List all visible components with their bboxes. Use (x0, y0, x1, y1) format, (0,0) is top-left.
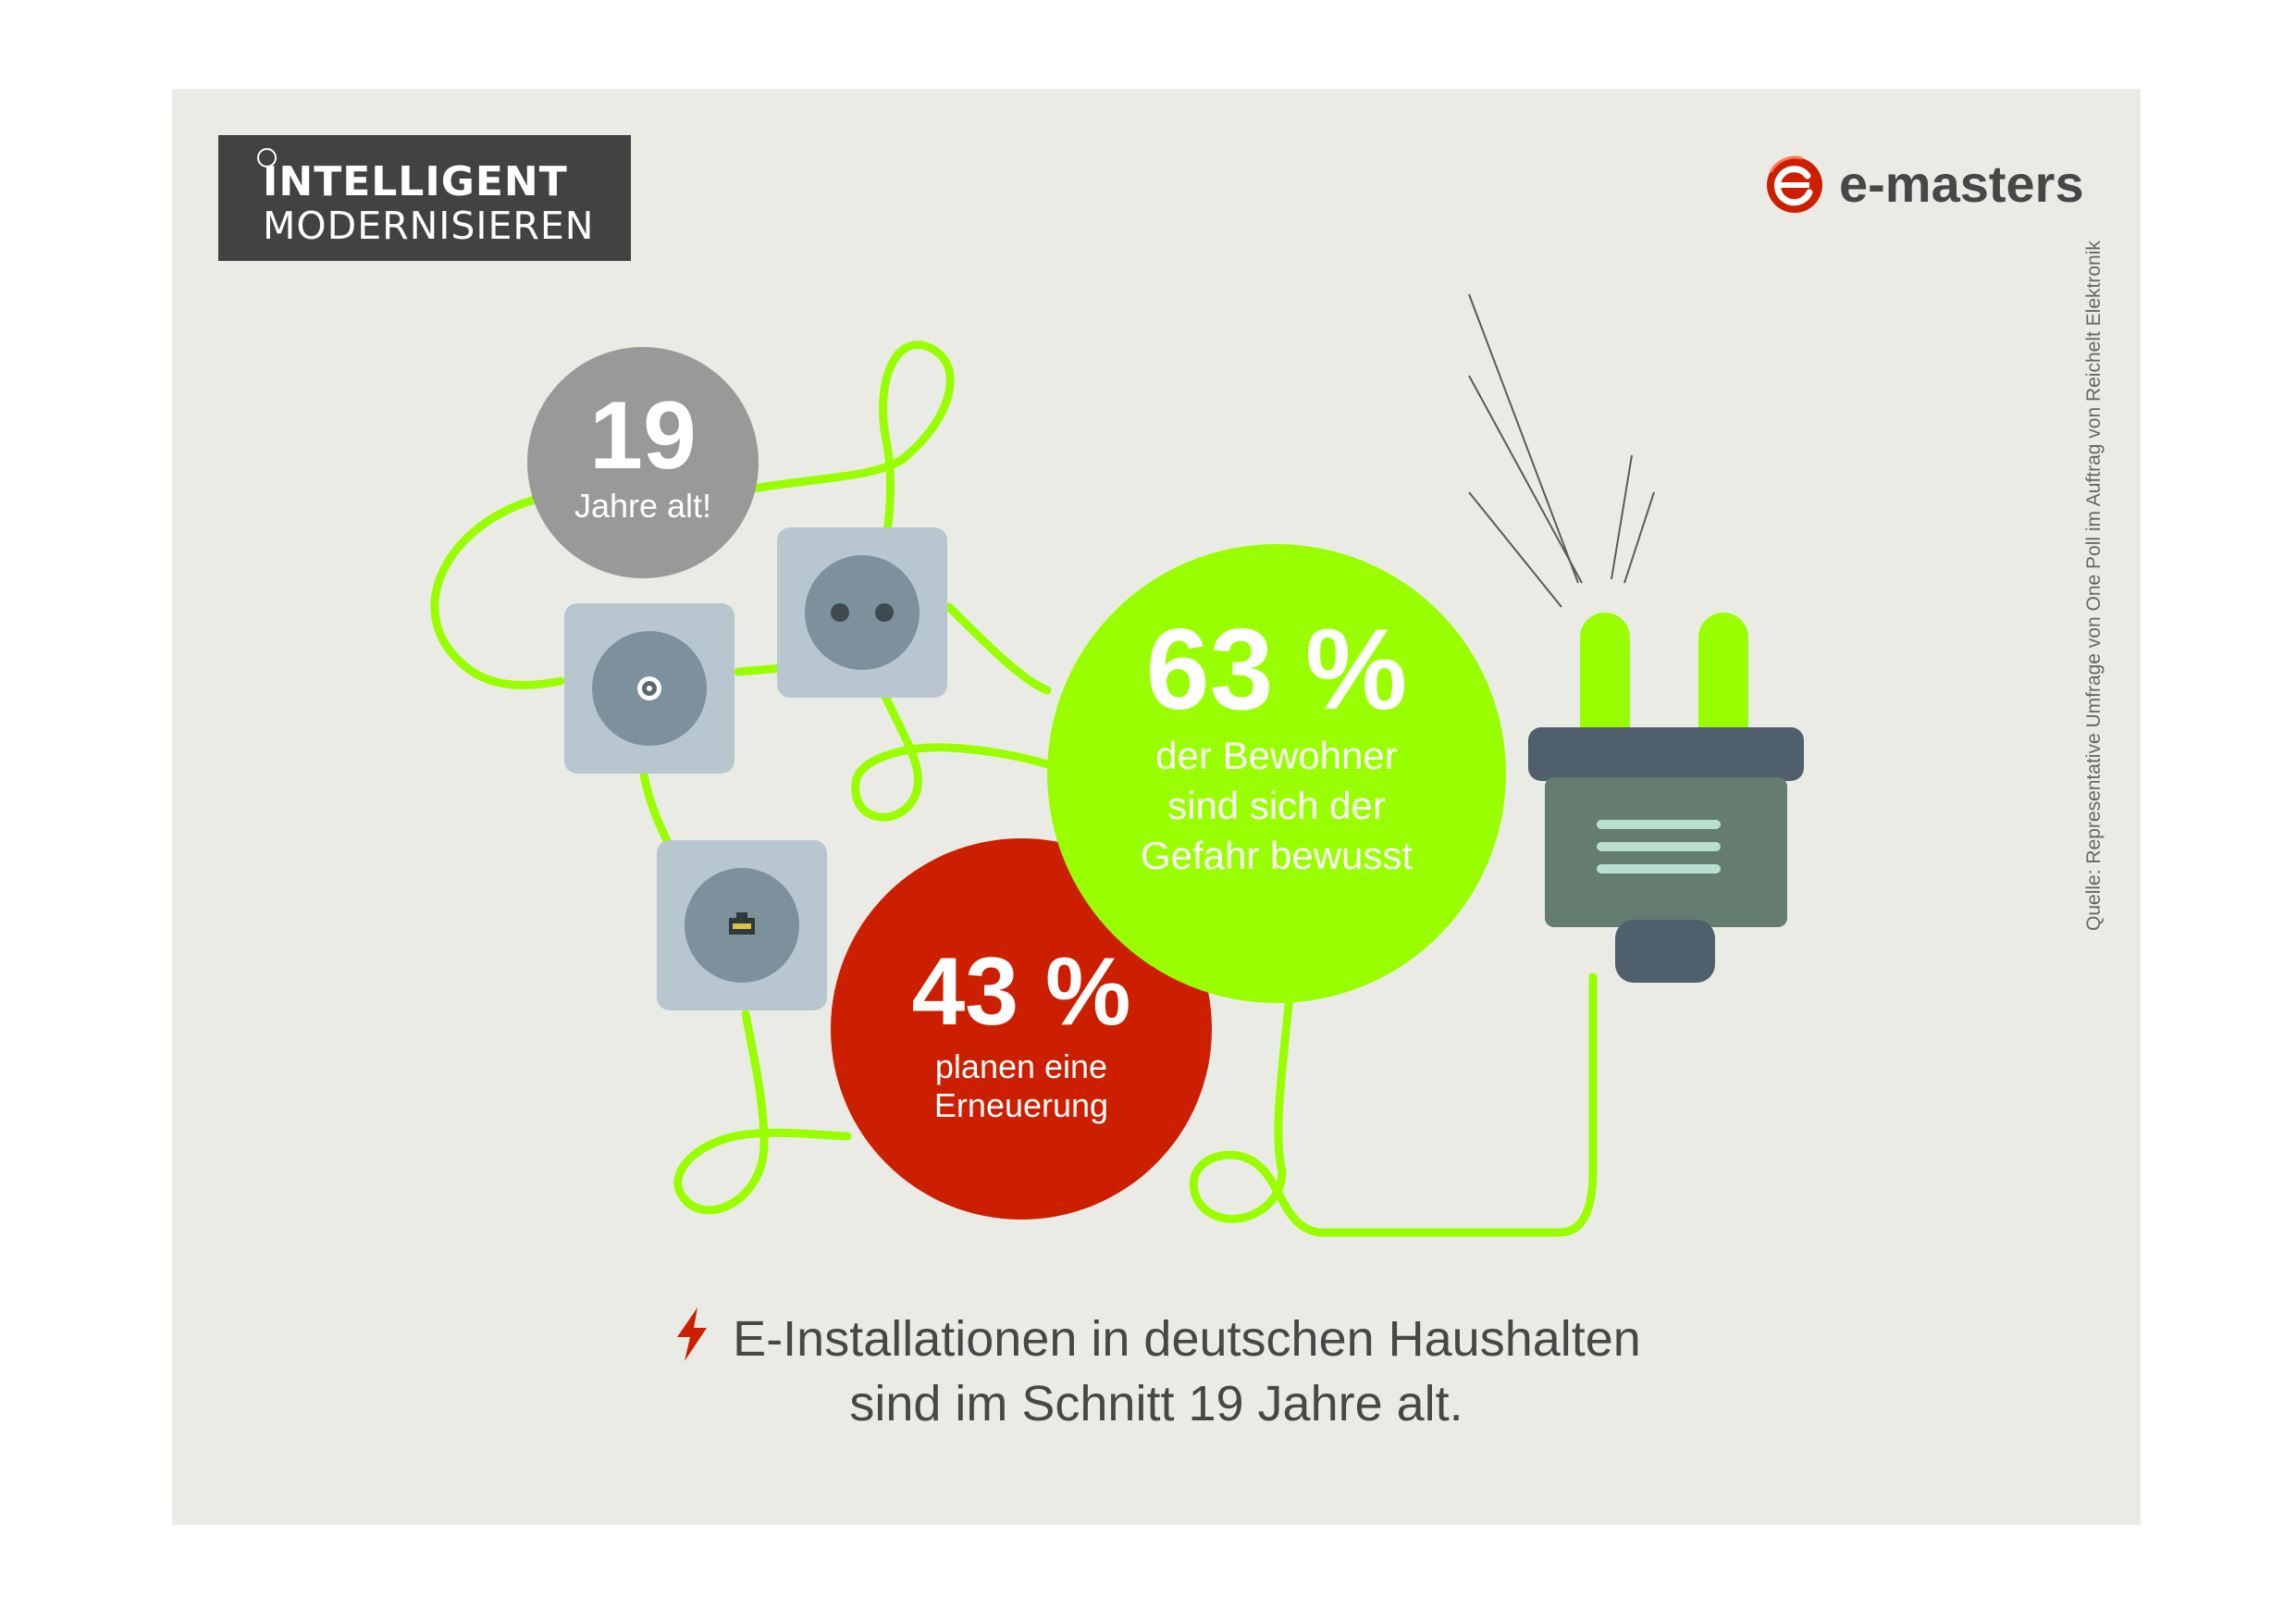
aware-value: 63 % (1145, 606, 1408, 734)
plug-grip-2 (1597, 842, 1721, 851)
plug-prong-left (1580, 613, 1630, 761)
headline: E-Installationen in deutschen Haushalten… (172, 1307, 2141, 1436)
brand-label: INTELLIGENT MODERNISIEREN (218, 135, 631, 261)
cable-segment-1 (430, 495, 565, 690)
aware-label-line-3: Gefahr bewusst (1140, 834, 1413, 877)
brand-line-1: INTELLIGENT (263, 158, 568, 205)
e-masters-logo-icon (1767, 155, 1822, 213)
spark-line-5 (1623, 491, 1655, 584)
cable-segment-3 (734, 663, 787, 676)
plug-icon (1528, 613, 1804, 983)
power-socket-icon (777, 527, 947, 698)
aware-label-line-1: der Bewohner (1155, 734, 1398, 777)
age-label: Jahre alt! (574, 487, 712, 525)
plug-grip-1 (1597, 820, 1721, 829)
infographic-panel: INTELLIGENT MODERNISIEREN e-masters Quel… (172, 89, 2141, 1525)
cable-segment-7 (673, 1010, 852, 1215)
plug-top-cap (1528, 727, 1804, 781)
renew-value: 43 % (911, 938, 1131, 1046)
aware-label-line-2: sind sich der (1167, 784, 1386, 827)
brand-ring-icon (257, 148, 277, 167)
spark-line-4 (1611, 454, 1633, 580)
cable-segment-8 (1189, 973, 1598, 1237)
plug-grip-3 (1597, 864, 1721, 873)
aware-badge: 63 % der Bewohner sind sich der Gefahr b… (1047, 544, 1506, 1003)
brand-line-2: MODERNISIEREN (263, 204, 595, 248)
lightning-bolt-icon (677, 1307, 708, 1361)
cable-segment-4 (944, 602, 1052, 695)
headline-line-1: E-Installationen in deutschen Haushalten (733, 1311, 1641, 1367)
cable-segment-5 (851, 689, 1052, 822)
renew-badge: 43 % planen eine Erneuerung (831, 838, 1212, 1220)
spark-lines (1468, 293, 1655, 608)
logo-text: e-masters (1839, 155, 2084, 213)
age-badge: 19 Jahre alt! (527, 347, 759, 578)
headline-line-1-row: E-Installationen in deutschen Haushalten (172, 1307, 2141, 1371)
plug-body (1545, 777, 1787, 927)
plug-cable-boot (1615, 920, 1715, 983)
plug-prong-right (1698, 613, 1748, 761)
cable-segment-2 (748, 341, 955, 547)
spark-line-3 (1468, 491, 1562, 608)
spark-line-1 (1468, 293, 1579, 584)
renew-label-line-2: Erneuerung (933, 1086, 1109, 1124)
headline-line-2: sind im Schnitt 19 Jahre alt. (849, 1376, 1463, 1431)
cable-illustration (430, 293, 1804, 1237)
coax-socket-icon (564, 603, 734, 774)
spark-line-2 (1468, 375, 1583, 584)
age-value: 19 (589, 382, 697, 489)
e-masters-logo: e-masters (1765, 146, 2117, 229)
network-socket-icon (657, 840, 827, 1010)
renew-label-line-1: planen eine (934, 1047, 1108, 1085)
